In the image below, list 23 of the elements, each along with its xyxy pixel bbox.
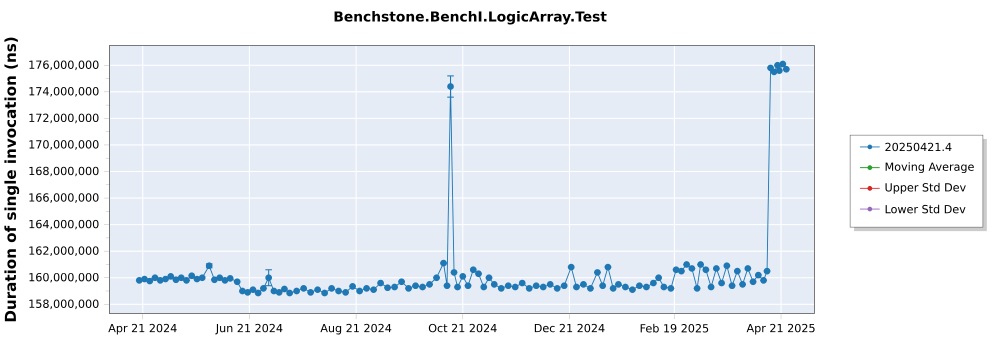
chart-title: Benchstone.BenchI.LogicArray.Test [334, 10, 607, 24]
x-tick-label: Apr 21 2025 [746, 324, 815, 334]
y-tick-label: 162,000,000 [29, 246, 99, 256]
legend-label: Upper Std Dev [886, 182, 966, 194]
y-tick-label: 172,000,000 [29, 114, 99, 124]
y-tick-label: 164,000,000 [29, 220, 99, 230]
legend-label: Lower Std Dev [886, 204, 966, 214]
y-tick-label: 170,000,000 [29, 140, 99, 150]
x-tick-label: Aug 21 2024 [320, 324, 392, 334]
y-tick-label: 166,000,000 [29, 193, 99, 203]
y-tick-label: 176,000,000 [29, 60, 99, 70]
y-tick-label: 168,000,000 [29, 166, 99, 176]
x-tick-label: Jun 21 2024 [215, 324, 282, 334]
y-tick-label: 160,000,000 [29, 272, 99, 282]
legend-label: 20250421.4 [885, 142, 952, 152]
y-axis-title: Duration of single invocation (ns) [4, 38, 20, 322]
legend-label: Moving Average [886, 162, 974, 173]
x-tick-label: Apr 21 2024 [108, 324, 177, 334]
y-tick-label: 158,000,000 [29, 299, 99, 310]
x-tick-label: Dec 21 2024 [534, 324, 604, 332]
y-tick-label: 174,000,000 [29, 86, 99, 97]
x-tick-label: Feb 19 2025 [640, 324, 708, 332]
x-tick-label: Oct 21 2024 [428, 324, 497, 332]
